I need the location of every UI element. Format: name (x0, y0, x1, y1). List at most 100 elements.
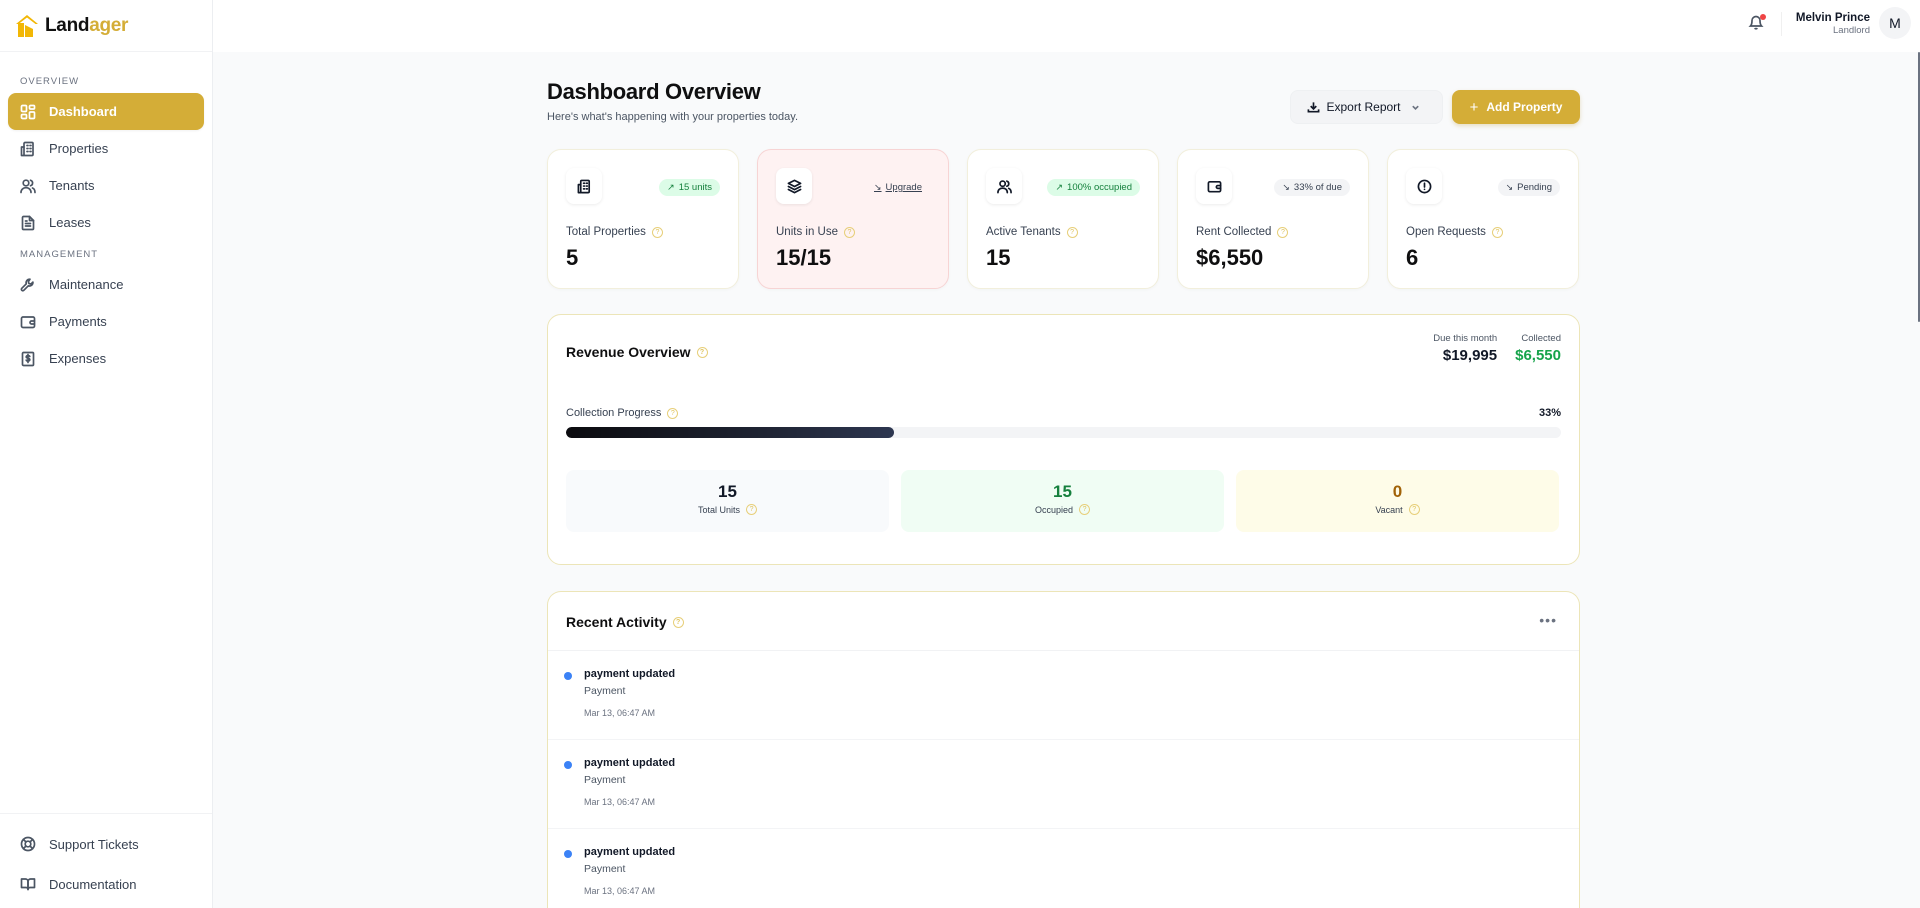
export-report-label: Export Report (1326, 100, 1401, 114)
stat-card-active-tenants[interactable]: ↗ 100% occupied Active Tenants? 15 (967, 149, 1159, 289)
sidebar-item-maintenance[interactable]: Maintenance (8, 266, 204, 303)
stat-badge: ↗ 15 units (659, 179, 720, 196)
avatar[interactable]: M (1879, 7, 1911, 39)
chevron-down-icon (1411, 105, 1419, 110)
help-icon[interactable]: ? (1066, 226, 1078, 238)
stat-label: Units in Use? (776, 226, 855, 238)
help-icon[interactable]: ? (672, 616, 684, 628)
add-property-button[interactable]: + Add Property (1452, 90, 1580, 124)
sidebar-item-label: Documentation (49, 876, 137, 892)
sidebar-item-tenants[interactable]: Tenants (8, 167, 204, 204)
stat-badge: ↘ 33% of due (1274, 179, 1350, 196)
arrow-up-right-icon: ↗ (667, 182, 675, 192)
sidebar-item-label: Support Tickets (49, 836, 139, 852)
help-icon[interactable]: ? (667, 407, 679, 419)
top-bar: Melvin Prince Landlord M (213, 0, 1920, 52)
status-dot (564, 761, 572, 769)
arrow-down-right-icon: ↘ (1282, 182, 1290, 192)
nav-section-overview: OVERVIEW (20, 76, 80, 87)
help-icon[interactable]: ? (844, 226, 855, 238)
plus-icon: + (1469, 98, 1479, 116)
user-name: Melvin Prince (1795, 12, 1870, 24)
help-icon[interactable]: ? (696, 346, 708, 358)
sidebar-item-properties[interactable]: Properties (8, 130, 204, 167)
wrench-icon (20, 277, 36, 293)
add-property-label: Add Property (1486, 100, 1563, 114)
user-role: Landlord (1833, 25, 1870, 36)
unit-total: 15 Total Units? (566, 470, 889, 532)
logo-house-icon (16, 14, 38, 37)
revenue-overview-card: Revenue Overview? Due this month $19,995… (547, 314, 1580, 565)
sidebar: Landager OVERVIEW Dashboard Properties T… (0, 0, 213, 908)
stat-value: 6 (1406, 245, 1419, 270)
sidebar-footer: Support Tickets Documentation (0, 813, 212, 908)
collection-progress-label: Collection Progress? (566, 407, 679, 419)
collected: Collected $6,550 (1515, 333, 1561, 364)
sidebar-item-dashboard[interactable]: Dashboard (8, 93, 204, 130)
help-icon[interactable]: ? (746, 504, 758, 515)
sidebar-item-payments[interactable]: Payments (8, 303, 204, 340)
nav-section-management: MANAGEMENT (20, 249, 99, 260)
stat-card-total-properties[interactable]: ↗ 15 units Total Properties? 5 (547, 149, 739, 289)
sidebar-item-documentation[interactable]: Documentation (8, 864, 204, 904)
stat-label: Open Requests? (1406, 226, 1503, 238)
activity-title: Recent Activity? (566, 614, 684, 630)
stat-card-units-in-use[interactable]: ↘ Upgrade Units in Use? 15/15 (757, 149, 949, 289)
help-icon[interactable]: ? (1491, 226, 1503, 238)
due-this-month: Due this month $19,995 (1433, 333, 1498, 364)
page-subtitle: Here's what's happening with your proper… (547, 111, 799, 123)
more-options-icon[interactable]: ••• (1539, 612, 1557, 628)
revenue-summary: Due this month $19,995 Collected $6,550 (1433, 333, 1561, 364)
page-scrollbar[interactable] (1918, 52, 1920, 322)
notifications-button[interactable] (1748, 14, 1768, 34)
stat-value: 15/15 (776, 245, 832, 270)
progress-fill (566, 427, 895, 438)
upgrade-link[interactable]: ↘ Upgrade (874, 182, 922, 193)
stat-label: Rent Collected? (1196, 226, 1289, 238)
sidebar-item-label: Tenants (49, 178, 95, 193)
layers-icon (776, 168, 812, 204)
help-icon[interactable]: ? (1277, 226, 1289, 238)
stat-badge: ↘ Pending (1497, 179, 1560, 196)
help-icon[interactable]: ? (651, 226, 663, 238)
sidebar-item-support-tickets[interactable]: Support Tickets (8, 824, 204, 864)
activity-item[interactable]: payment updated Payment Mar 13, 06:47 AM (548, 829, 1579, 908)
page-title: Dashboard Overview (547, 79, 761, 104)
notification-dot (1760, 14, 1766, 20)
building-icon (566, 168, 602, 204)
collection-progress-percent: 33% (1538, 407, 1561, 419)
stat-cards: ↗ 15 units Total Properties? 5 ↘ Upgrade U… (547, 149, 1579, 289)
building-icon (20, 141, 36, 157)
main-content: Dashboard Overview Here's what's happeni… (547, 52, 1580, 908)
sidebar-item-label: Leases (49, 215, 91, 230)
sidebar-item-label: Dashboard (49, 104, 117, 119)
activity-item[interactable]: payment updated Payment Mar 13, 06:47 AM (548, 740, 1579, 829)
logo[interactable]: Landager (0, 0, 212, 52)
arrow-down-right-icon: ↘ (1505, 182, 1514, 192)
export-report-button[interactable]: Export Report (1290, 90, 1443, 124)
help-icon[interactable]: ? (1408, 504, 1420, 515)
stat-card-rent-collected[interactable]: ↘ 33% of due Rent Collected? $6,550 (1177, 149, 1369, 289)
activity-item[interactable]: payment updated Payment Mar 13, 06:47 AM (548, 651, 1579, 740)
stat-label: Active Tenants? (986, 226, 1078, 238)
stat-card-open-requests[interactable]: ↘ Pending Open Requests? 6 (1387, 149, 1579, 289)
receipt-dollar-icon (20, 351, 36, 367)
layout-grid-icon (20, 104, 36, 120)
stat-badge: ↗ 100% occupied (1047, 179, 1140, 196)
arrow-down-right-icon: ↘ (874, 182, 882, 192)
stat-value: $6,550 (1196, 245, 1264, 270)
sidebar-item-label: Maintenance (49, 277, 124, 292)
help-icon[interactable]: ? (1079, 504, 1091, 515)
status-dot (564, 672, 572, 680)
users-icon (20, 178, 36, 194)
file-text-icon (20, 215, 36, 231)
unit-vacant: 0 Vacant? (1236, 470, 1559, 532)
user-menu[interactable]: Melvin Prince Landlord (1796, 12, 1870, 36)
sidebar-item-label: Payments (49, 314, 107, 329)
divider (1781, 12, 1782, 36)
status-dot (564, 850, 572, 858)
sidebar-item-leases[interactable]: Leases (8, 204, 204, 241)
lifebuoy-icon (20, 836, 36, 852)
alert-circle-icon (1406, 168, 1442, 204)
sidebar-item-expenses[interactable]: Expenses (8, 340, 204, 377)
